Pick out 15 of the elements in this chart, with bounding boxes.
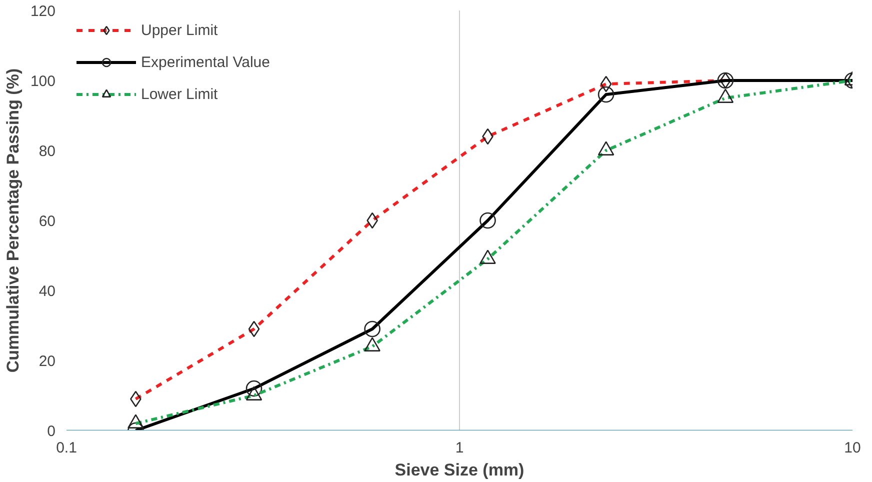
- y-axis-title: Cummulative Percentage Passing (%): [3, 68, 22, 373]
- x-tick-label: 0.1: [56, 440, 77, 456]
- y-tick-label: 0: [47, 423, 56, 440]
- x-tick-label: 10: [844, 440, 861, 456]
- x-tick-label: 1: [455, 440, 464, 456]
- legend-label: Upper Limit: [141, 22, 218, 38]
- y-tick-label: 100: [30, 73, 56, 90]
- legend-label: Lower Limit: [141, 86, 218, 102]
- x-axis-title: Sieve Size (mm): [394, 460, 524, 480]
- y-tick-label: 60: [38, 213, 56, 230]
- legend-label: Experimental Value: [141, 54, 270, 70]
- y-tick-label: 120: [30, 3, 56, 20]
- y-tick-label: 20: [38, 353, 56, 370]
- y-tick-label: 40: [38, 283, 56, 300]
- y-tick-label: 80: [38, 143, 56, 160]
